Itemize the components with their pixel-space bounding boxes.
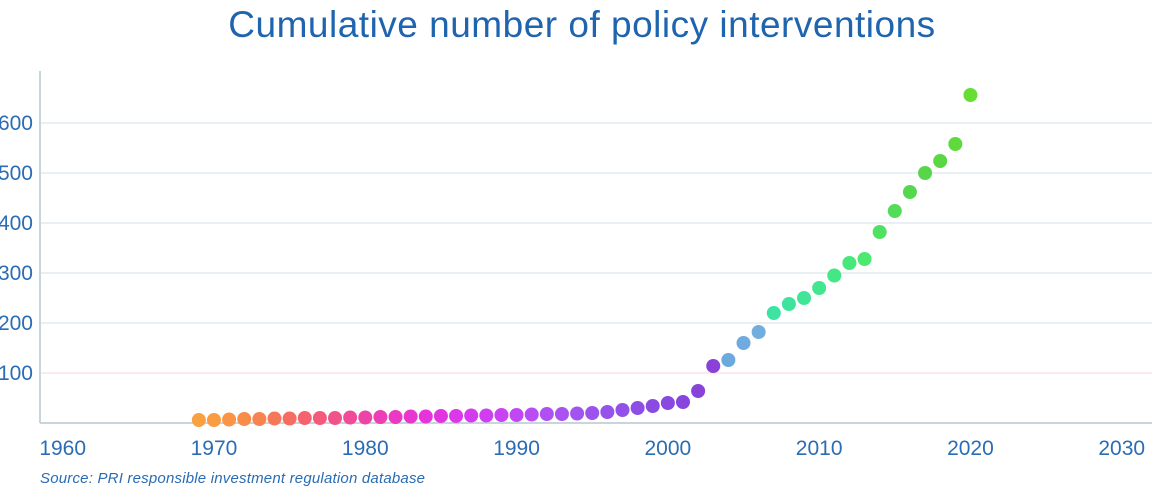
data-point (902, 185, 917, 199)
x-tick-label: 1990 (493, 437, 540, 460)
data-point (539, 407, 554, 421)
data-point (827, 268, 842, 283)
data-point (479, 408, 494, 423)
data-point (570, 406, 585, 421)
data-point (403, 409, 418, 424)
data-point (418, 409, 433, 424)
data-point (433, 409, 448, 423)
x-tick-label: 1960 (39, 437, 86, 460)
y-tick-label: 200 (0, 312, 33, 335)
data-point (449, 409, 464, 423)
data-point (675, 395, 690, 409)
data-point (267, 411, 282, 426)
data-point (751, 325, 766, 339)
data-point (222, 412, 237, 427)
y-tick-label: 500 (0, 162, 33, 185)
data-point (358, 410, 373, 425)
x-tick-label: 1970 (191, 437, 238, 460)
data-point (630, 401, 645, 415)
data-point (615, 403, 630, 417)
data-point (691, 384, 706, 398)
data-point (237, 412, 252, 426)
y-tick-label: 100 (0, 362, 33, 385)
data-point (721, 353, 736, 367)
data-point (660, 396, 675, 410)
data-point (736, 336, 751, 350)
x-tick-label: 2020 (947, 437, 994, 460)
data-point (464, 408, 479, 423)
data-point (328, 411, 343, 425)
data-point (494, 408, 509, 422)
x-tick-label: 2010 (796, 437, 843, 460)
data-point (600, 405, 615, 419)
data-point (343, 410, 358, 425)
y-tick-label: 300 (0, 262, 33, 285)
data-point (933, 154, 948, 168)
data-point (872, 225, 887, 239)
data-point (857, 252, 872, 266)
data-point (373, 410, 388, 424)
data-point (206, 413, 221, 427)
x-tick-label: 2000 (645, 437, 692, 460)
data-point (524, 407, 539, 422)
y-tick-label: 600 (0, 112, 33, 135)
data-point (948, 137, 963, 151)
data-point (252, 412, 267, 426)
data-point (887, 204, 902, 218)
data-point (282, 411, 297, 426)
y-tick-label: 400 (0, 212, 33, 235)
x-tick-label: 2030 (1098, 437, 1145, 460)
data-point (312, 411, 327, 425)
chart-title: Cumulative number of policy intervention… (228, 4, 936, 45)
data-point (297, 411, 312, 425)
data-point (388, 410, 403, 424)
data-point (191, 413, 206, 427)
data-point (963, 88, 978, 102)
data-point (797, 291, 812, 305)
data-point (918, 166, 933, 180)
data-point (706, 359, 721, 373)
data-point (585, 406, 600, 420)
data-point (842, 256, 857, 270)
data-point (812, 281, 827, 295)
data-point (766, 306, 781, 320)
x-tick-label: 1980 (342, 437, 389, 460)
data-point (509, 408, 524, 422)
data-point (781, 297, 796, 311)
data-point (554, 407, 569, 421)
source-note: Source: PRI responsible investment regul… (40, 470, 426, 487)
data-point (645, 399, 660, 413)
